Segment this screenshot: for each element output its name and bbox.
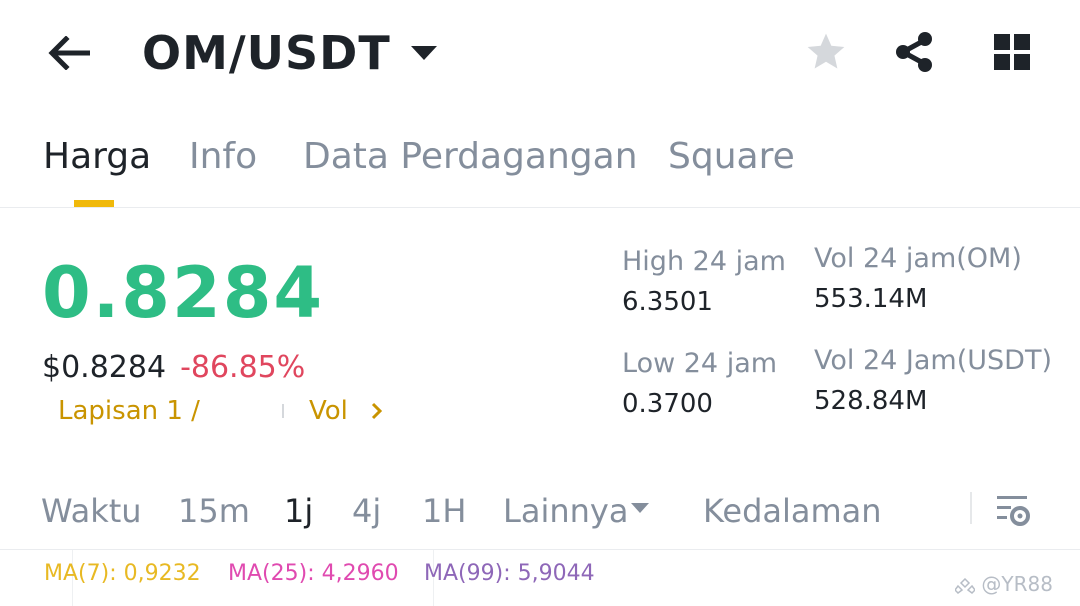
tab-harga[interactable]: Harga xyxy=(43,136,152,177)
active-tab-indicator xyxy=(74,200,114,207)
back-arrow-icon[interactable] xyxy=(44,30,96,76)
ma7-indicator: MA(7): 0,9232 xyxy=(44,561,201,586)
watermark-logo-icon xyxy=(954,577,976,594)
chart-gridline xyxy=(72,550,73,606)
tag-divider xyxy=(282,404,284,418)
main-tabs: Harga Info Data Perdagangan Square xyxy=(0,130,1080,208)
high-24h-value: 6.3501 xyxy=(622,287,713,317)
vol-om-value: 553.14M xyxy=(814,284,928,314)
timeframe-1h[interactable]: 1H xyxy=(422,492,467,530)
vol-usdt-value: 528.84M xyxy=(814,386,928,416)
timeframe-more[interactable]: Lainnya xyxy=(503,492,629,530)
chevron-right-icon[interactable] xyxy=(370,402,384,424)
vol-tag[interactable]: Vol xyxy=(309,396,348,426)
last-price: 0.8284 xyxy=(42,252,325,334)
chevron-down-icon xyxy=(631,503,649,513)
timeframe-1j[interactable]: 1j xyxy=(284,492,314,530)
pair-selector[interactable]: OM/USDT xyxy=(142,26,437,80)
chart-settings-icon[interactable] xyxy=(994,490,1034,530)
usd-price: $0.8284 xyxy=(42,350,167,385)
depth-tab[interactable]: Kedalaman xyxy=(703,492,882,530)
share-icon[interactable] xyxy=(890,28,938,76)
tab-square[interactable]: Square xyxy=(668,136,795,177)
vol-usdt-label: Vol 24 Jam(USDT) xyxy=(814,345,1052,376)
timeframe-15m[interactable]: 15m xyxy=(178,492,250,530)
chevron-down-icon xyxy=(410,46,437,60)
vol-om-label: Vol 24 jam(OM) xyxy=(814,243,1022,274)
high-24h-label: High 24 jam xyxy=(622,246,786,277)
top-bar: OM/USDT xyxy=(0,0,1080,110)
ma25-indicator: MA(25): 4,2960 xyxy=(228,561,399,586)
watermark: @YR88 xyxy=(954,572,1053,596)
layer-tag[interactable]: Lapisan 1 / xyxy=(58,396,200,426)
tab-data-perdagangan[interactable]: Data Perdagangan xyxy=(303,136,638,177)
timeframe-label[interactable]: Waktu xyxy=(41,492,142,530)
chart-gridline xyxy=(433,550,434,606)
watermark-text: @YR88 xyxy=(981,572,1053,596)
low-24h-value: 0.3700 xyxy=(622,389,713,419)
timeframe-4j[interactable]: 4j xyxy=(352,492,382,530)
price-subline: $0.8284 -86.85% xyxy=(42,350,305,385)
timeframe-bar: Waktu 15m 1j 4j 1H Lainnya Kedalaman xyxy=(0,480,1080,550)
pair-title: OM/USDT xyxy=(142,26,391,80)
favorite-star-icon[interactable] xyxy=(802,28,850,76)
ma99-indicator: MA(99): 5,9044 xyxy=(424,561,595,586)
grid-menu-icon[interactable] xyxy=(988,28,1036,76)
tab-info[interactable]: Info xyxy=(189,136,258,177)
toolbar-divider xyxy=(970,492,972,524)
low-24h-label: Low 24 jam xyxy=(622,348,778,379)
price-change-percent: -86.85% xyxy=(180,350,306,385)
